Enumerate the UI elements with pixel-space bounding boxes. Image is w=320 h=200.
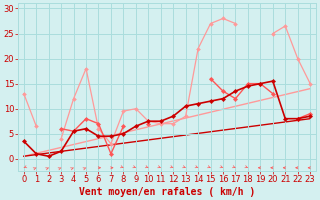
X-axis label: Vent moyen/en rafales ( km/h ): Vent moyen/en rafales ( km/h ) <box>79 187 255 197</box>
